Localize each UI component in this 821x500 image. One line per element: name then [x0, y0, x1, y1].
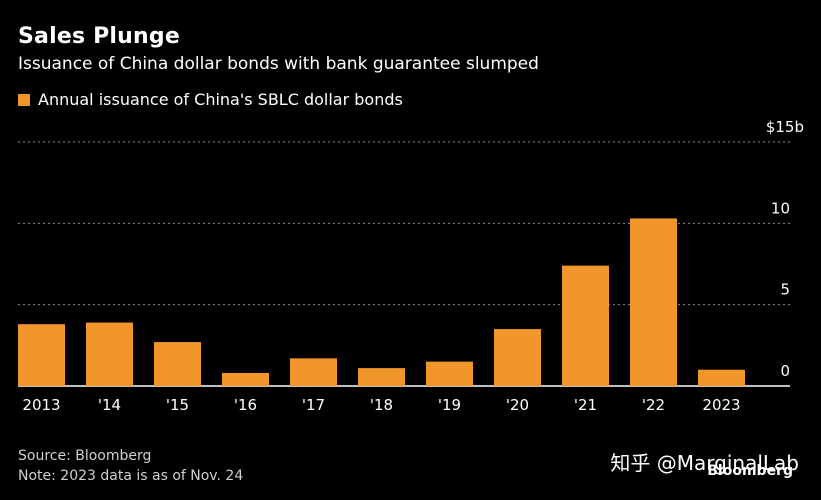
y-tick-label-5: 5 [780, 281, 790, 299]
chart-legend: Annual issuance of China's SBLC dollar b… [18, 90, 403, 109]
bar-7 [494, 329, 541, 386]
bar-9 [630, 218, 677, 386]
bar-5 [358, 368, 405, 386]
bar-4 [290, 358, 337, 386]
chart-title: Sales Plunge [18, 24, 180, 49]
note-text: Note: 2023 data is as of Nov. 24 [18, 468, 244, 484]
legend-label: Annual issuance of China's SBLC dollar b… [38, 90, 403, 109]
bar-3 [222, 372, 269, 386]
bar-chart: 0 5 10 $15b 2013 '14 '15 '16 '17 '18 '19 '20 '21 '22 2… [18, 118, 804, 414]
bar-1 [86, 322, 133, 386]
bar-6 [426, 361, 473, 386]
x-tick-label-10: 2023 [702, 396, 740, 414]
x-tick-label-2: '15 [166, 396, 189, 414]
bar-0 [18, 324, 65, 386]
bar-10 [698, 369, 745, 386]
x-tick-label-9: '22 [642, 396, 665, 414]
x-tick-label-5: '18 [370, 396, 393, 414]
legend-swatch [18, 93, 30, 106]
x-tick-label-1: '14 [98, 396, 121, 414]
bar-8 [562, 265, 609, 386]
bar-2 [154, 342, 201, 386]
x-tick-label-3: '16 [234, 396, 257, 414]
x-tick-label-0: 2013 [22, 396, 60, 414]
y-tick-label-15: $15b [766, 118, 804, 136]
source-text: Source: Bloomberg [18, 448, 152, 464]
chart-subtitle: Issuance of China dollar bonds with bank… [18, 54, 539, 74]
x-tick-label-8: '21 [574, 396, 597, 414]
x-tick-label-7: '20 [506, 396, 529, 414]
chart-footer: Source: Bloomberg Note: 2023 data is as … [18, 446, 243, 486]
y-tick-label-10: 10 [771, 199, 790, 217]
x-tick-label-6: '19 [438, 396, 461, 414]
y-tick-label-0: 0 [780, 362, 790, 380]
watermark-text: 知乎 @MarginalLab [610, 451, 799, 475]
x-tick-label-4: '17 [302, 396, 325, 414]
bloomberg-logo: Bloomberg [707, 463, 793, 479]
